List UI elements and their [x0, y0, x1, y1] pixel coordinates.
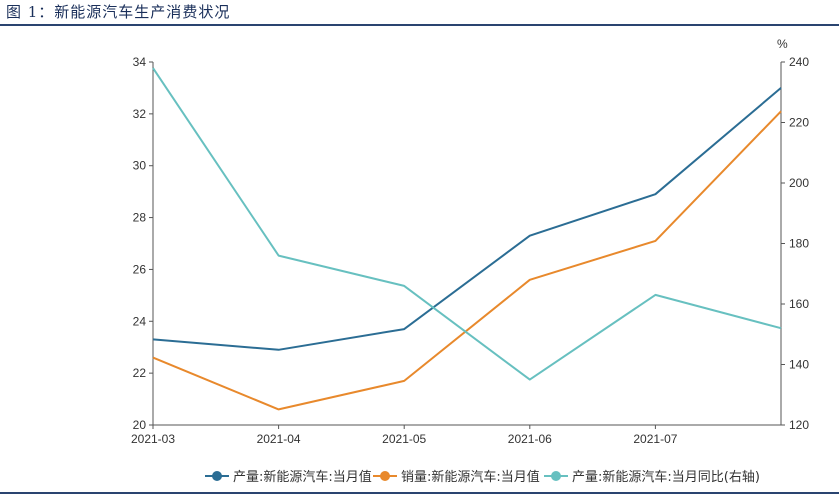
legend-swatch-marker [212, 471, 222, 481]
right-tick-label: 120 [789, 418, 809, 432]
right-tick-label: 160 [789, 297, 809, 311]
left-tick-label: 28 [133, 211, 147, 225]
chart-axes: 20 22 24 26 28 30 32 34 120 140 160 180 200 220 240% 20… [131, 37, 809, 446]
left-tick-label: 26 [133, 262, 147, 276]
left-tick-label: 32 [133, 107, 147, 121]
legend-label: 产量:新能源汽车:当月值 [233, 469, 372, 485]
chart-series [152, 67, 782, 411]
x-tick-label: 2021-05 [382, 432, 426, 446]
left-tick-label: 30 [133, 159, 147, 173]
series-line-3 [152, 67, 782, 381]
right-tick-label: 200 [789, 176, 809, 190]
x-tick-label: 2021-07 [633, 432, 677, 446]
left-tick-label: 22 [133, 366, 147, 380]
right-tick-label: 220 [789, 116, 809, 130]
chart-legend: 产量:新能源汽车:当月值 销量:新能源汽车:当月值 产量:新能源汽车:当月同比(右轴… [205, 469, 760, 485]
x-tick-label: 2021-04 [257, 432, 301, 446]
bottom-rule [0, 492, 839, 494]
series-line-2 [152, 110, 782, 411]
figure-title: 图 1：新能源汽车生产消费状况 [6, 3, 231, 21]
right-axis-unit: % [777, 37, 788, 51]
series-line-1 [152, 87, 782, 351]
legend-swatch-marker [551, 471, 561, 481]
left-tick-label: 20 [133, 418, 147, 432]
left-tick-label: 34 [133, 55, 147, 69]
right-tick-label: 240 [789, 55, 809, 69]
legend-label: 产量:新能源汽车:当月同比(右轴) [572, 469, 760, 485]
right-tick-label: 180 [789, 237, 809, 251]
left-tick-label: 24 [133, 314, 147, 328]
right-tick-label: 140 [789, 358, 809, 372]
top-rule [0, 24, 839, 26]
legend-label: 销量:新能源汽车:当月值 [401, 469, 540, 485]
legend-swatch-marker [380, 471, 390, 481]
x-tick-label: 2021-03 [131, 432, 175, 446]
x-tick-label: 2021-06 [508, 432, 552, 446]
